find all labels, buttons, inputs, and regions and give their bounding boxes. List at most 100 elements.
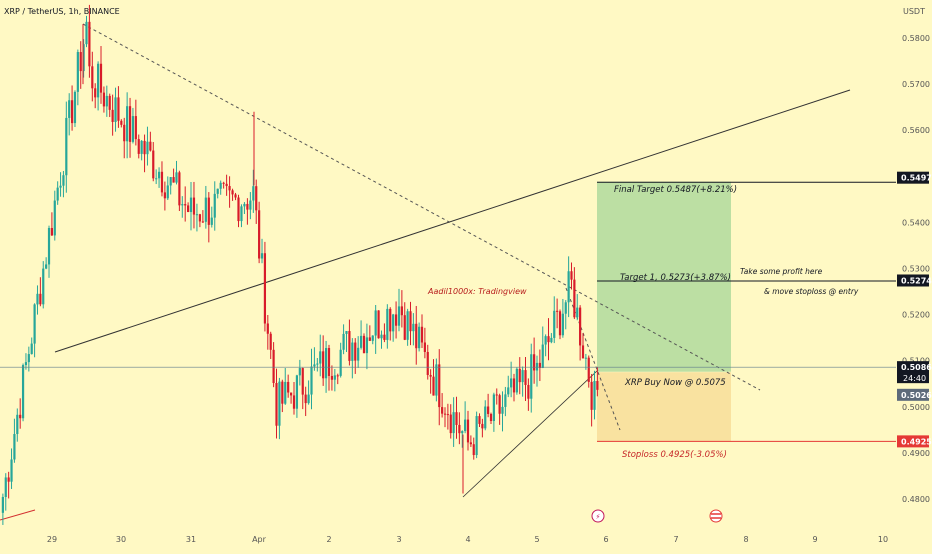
author-watermark: Aadil1000x: Tradingview [427,287,527,296]
currency-label: USDT [903,7,925,16]
candle-body [556,310,559,312]
candle-body [7,477,10,482]
candle-body [252,186,255,201]
price-tick: 0.4800 [902,495,930,504]
candle-body [354,342,357,361]
price-tick: 0.5200 [902,311,930,320]
candle-body [152,150,155,179]
candle-body [564,302,567,314]
candle-body [544,336,547,345]
candle-body [420,326,424,343]
price-axis[interactable]: USDT 0.5800 0.5700 0.5600 0.5400 0.5300 0.5200… [897,7,932,504]
current-price-bg [897,361,929,384]
candle-body [88,21,91,67]
candle-body [301,368,304,395]
candle-body [222,182,225,184]
candle-body [102,92,106,107]
candle-body [415,323,418,349]
candle-body [175,172,178,183]
candle-body [298,368,301,376]
candle-body [186,205,190,213]
candle-body [345,331,348,334]
candle-body [397,306,401,326]
candle-body [512,378,516,393]
candle-body [310,366,313,395]
candle-body [39,293,42,305]
candle-body [184,204,187,206]
candle-body [464,419,467,432]
candle-body [289,392,293,396]
time-axis[interactable]: 29 30 31 Apr 2 3 4 5 6 7 8 9 10 ⚡ [47,509,888,544]
candle-body [56,187,59,201]
candle-body [219,182,222,189]
candle-body [449,414,452,434]
candle-body [535,362,539,371]
candle-body [579,307,582,346]
current-price-tag: 0.5086 [901,363,932,372]
candle-body [68,100,71,118]
candle-body [210,217,213,225]
prev-price-tag-bg [897,388,929,401]
candle-body [316,363,319,365]
candle-body [192,197,196,215]
candle-body [97,63,100,98]
candle-body [10,459,13,482]
candle-body [446,414,449,416]
time-tick: 2 [326,535,331,544]
candle-body [76,52,79,92]
time-tick: 9 [812,535,817,544]
candle-body [386,308,389,340]
position-zones [597,181,731,442]
candle-body [228,186,231,191]
candle-body [435,364,438,396]
candle-body [336,375,339,377]
candle-body [278,381,281,426]
flash-event-icon[interactable] [591,509,605,523]
candle-body [45,264,48,269]
candle-body [295,375,299,409]
candle-body [160,171,164,193]
candle-body [59,185,62,188]
price-tick: 0.5400 [902,218,930,227]
candle-body [374,310,377,336]
red-trend-segment [0,509,36,521]
time-tick: 29 [47,535,57,544]
candle-body [504,394,507,407]
candle-body [65,117,68,176]
target1-price-tag-bg [897,274,929,287]
candle-body [36,293,39,305]
candle-body [201,221,204,223]
candle-body [394,314,398,326]
candle-body [518,368,521,383]
candle-body [584,357,587,359]
candle-body [418,326,421,349]
candle-body [85,21,88,45]
chart-title: XRP / TetherUS, 1h, BINANCE [4,7,120,16]
candle-body [461,431,464,434]
candle-body [478,416,481,424]
price-tick: 0.5600 [902,126,930,135]
candle-body [530,354,533,399]
candle-body [50,227,53,236]
countdown-tag: 24:40 [903,374,926,383]
level-lines [0,181,896,442]
us-flag-event-icon[interactable] [709,509,723,523]
ascending-trendline [54,89,851,353]
candle-body [266,323,269,334]
descending-trendline [82,23,761,391]
candle-body [82,44,85,72]
candle-body [495,394,498,396]
candle-body [553,310,556,338]
candle-body [319,351,322,364]
candle-body [143,140,146,155]
candle-body [307,394,310,404]
candle-body [596,381,599,390]
candle-body [501,406,504,414]
candle-body [438,364,441,408]
candle-body [169,177,172,186]
candle-body [137,139,140,154]
candle-body [452,412,455,434]
candle-body [510,378,513,388]
